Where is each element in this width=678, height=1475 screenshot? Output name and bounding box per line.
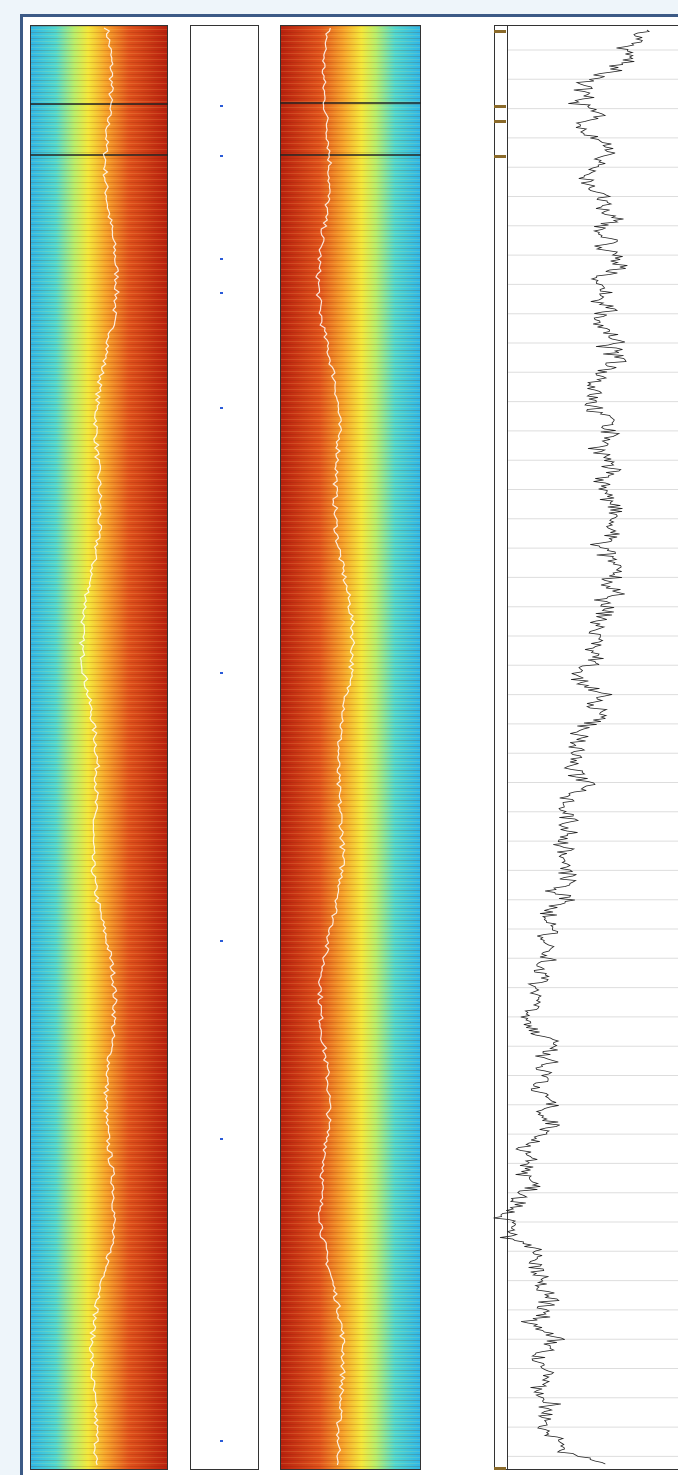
- track-dot: [220, 1440, 223, 1442]
- track-dot: [220, 105, 223, 107]
- heatmap-contour: [316, 28, 355, 1465]
- track-dot: [220, 1138, 223, 1140]
- track-dot: [220, 672, 223, 674]
- track-dot: [220, 258, 223, 260]
- track-marker: [494, 155, 506, 158]
- track-dot: [220, 292, 223, 294]
- track-dot: [220, 155, 223, 157]
- track-marker: [494, 30, 506, 33]
- track-dot: [220, 940, 223, 942]
- track-marker: [494, 120, 506, 123]
- track-dot: [220, 407, 223, 409]
- track-marker: [494, 1467, 506, 1470]
- track-marker: [494, 105, 506, 108]
- heatmap-contour: [80, 28, 119, 1465]
- curve: [494, 30, 649, 1464]
